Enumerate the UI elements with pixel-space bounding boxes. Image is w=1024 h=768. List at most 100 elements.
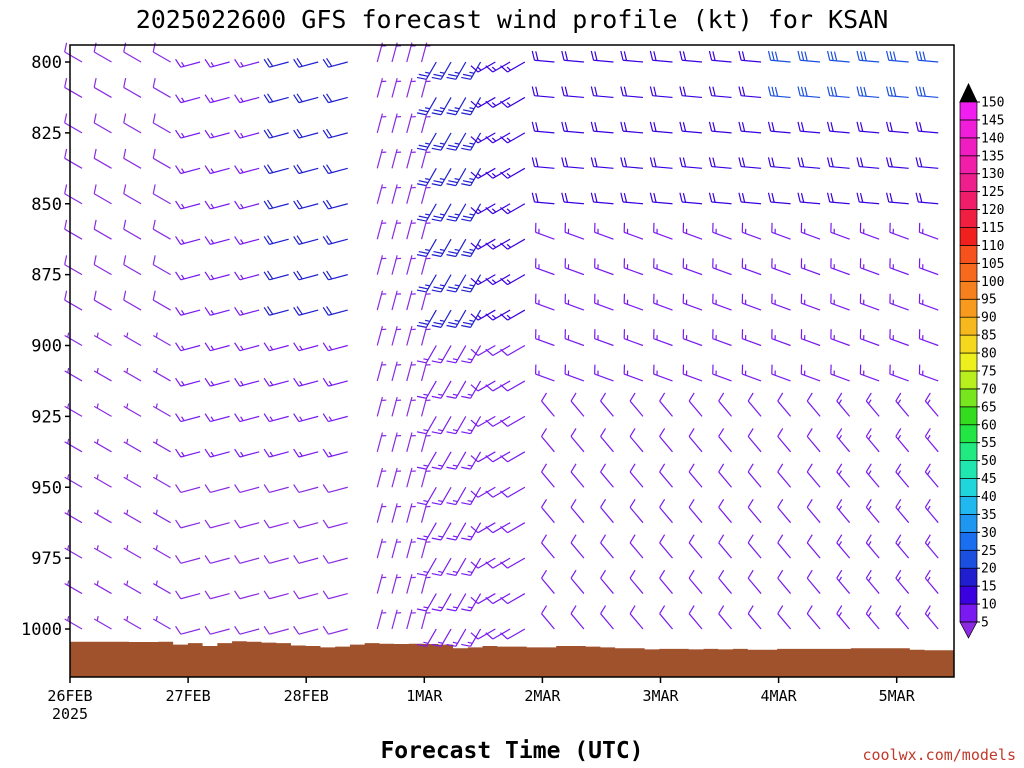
wind-barb [531,86,555,99]
wind-barb [263,128,289,139]
wind-barb [263,519,289,529]
wind-barb [659,605,673,630]
wind-barb [800,364,821,382]
wind-barb [461,416,482,435]
wind-barb [293,342,319,352]
wind-barb [234,342,260,352]
wind-barb [391,503,402,523]
colorbar-tick-label: 5 [981,616,989,631]
wind-barb [431,522,452,541]
surface-terrain [70,641,954,677]
wind-barb [234,590,260,600]
colorbar-tick-label: 100 [981,275,1004,290]
wind-barb [541,569,555,594]
wind-barb [123,255,142,276]
wind-barb [594,329,614,347]
wind-barb [561,121,584,134]
wind-barb [629,534,644,559]
wind-barb [123,509,142,524]
wind-barb [93,255,112,276]
wind-barb [175,129,201,139]
wind-barb [93,290,112,311]
colorbar-tick-label: 105 [981,257,1004,272]
wind-barb [152,255,171,276]
wind-barb [406,184,416,204]
x-tick-label: 5MAR [879,687,916,705]
wind-barb [322,270,348,281]
wind-barb [564,222,585,240]
y-tick-label: 925 [31,407,62,427]
wind-barb [293,484,319,494]
colorbar-swatch [959,316,978,336]
wind-barb [234,484,260,494]
wind-barb [293,58,319,68]
y-tick-label: 900 [31,337,62,357]
wind-barb [204,129,230,139]
wind-barb [446,61,467,80]
wind-barb [391,290,402,311]
colorbar-tick-label: 45 [981,472,997,487]
x-axis: 26FEB 27FEB 28FEB 1MAR 2MAR 3MAR 4MAR 5MAR [47,677,916,705]
wind-barb [659,463,673,488]
wind-barb [535,329,555,347]
wind-barb [541,605,555,630]
wind-barb [322,306,348,316]
wind-barb [391,396,402,417]
wind-barb [64,184,83,205]
wind-barb [461,309,482,328]
wind-barb [234,129,260,139]
wind-barb [865,534,880,559]
wind-barb [712,329,732,347]
wind-barb [708,121,732,134]
wind-barb [629,569,644,594]
wind-barb [830,293,850,311]
x-tick-label: 3MAR [642,687,679,705]
wind-barb [856,121,880,134]
wind-barb [570,605,585,630]
wind-barb [406,432,416,452]
chart-title: 2025022600 GFS forecast wind profile (kt… [136,5,889,34]
wind-barb [446,593,467,612]
wind-barb [175,377,201,387]
wind-barb [234,413,260,423]
wind-barb [679,192,703,205]
wind-barb [175,590,201,600]
wind-barb [830,329,850,347]
wind-barb [830,258,850,276]
wind-barb [263,555,289,564]
wind-barb [682,364,703,382]
wind-barb [204,200,230,210]
wind-barb [712,258,732,276]
wind-barb [688,605,703,630]
wind-barb [500,274,526,286]
y-axis: 800 825 850 875 900 925 950 975 1000 [21,53,70,640]
wind-barb [738,121,762,134]
wind-barb [747,569,762,594]
wind-barb [64,42,83,63]
wind-barb [747,392,762,417]
wind-barb [889,364,909,382]
wind-barb [446,486,467,506]
wind-barb [431,238,452,258]
wind-barb [376,113,387,134]
wind-barb [204,306,230,316]
wind-barb [376,538,387,559]
wind-barb [123,367,142,382]
wind-barb [204,271,230,281]
wind-barb [924,569,939,594]
wind-barb [391,574,402,594]
wind-barb [431,168,452,187]
x-tick-label: 4MAR [761,687,798,705]
wind-barb [797,121,821,134]
wind-barb [446,416,467,435]
credit-link[interactable]: coolwx.com/models [862,746,1016,764]
wind-barb [152,148,171,169]
wind-barb [826,86,850,99]
wind-barb [64,367,83,382]
wind-barb [152,78,171,98]
wind-barb [93,580,112,595]
wind-barb [416,203,437,222]
wind-barb [718,569,733,594]
wind-barb [406,77,416,98]
wind-barb [856,50,880,63]
